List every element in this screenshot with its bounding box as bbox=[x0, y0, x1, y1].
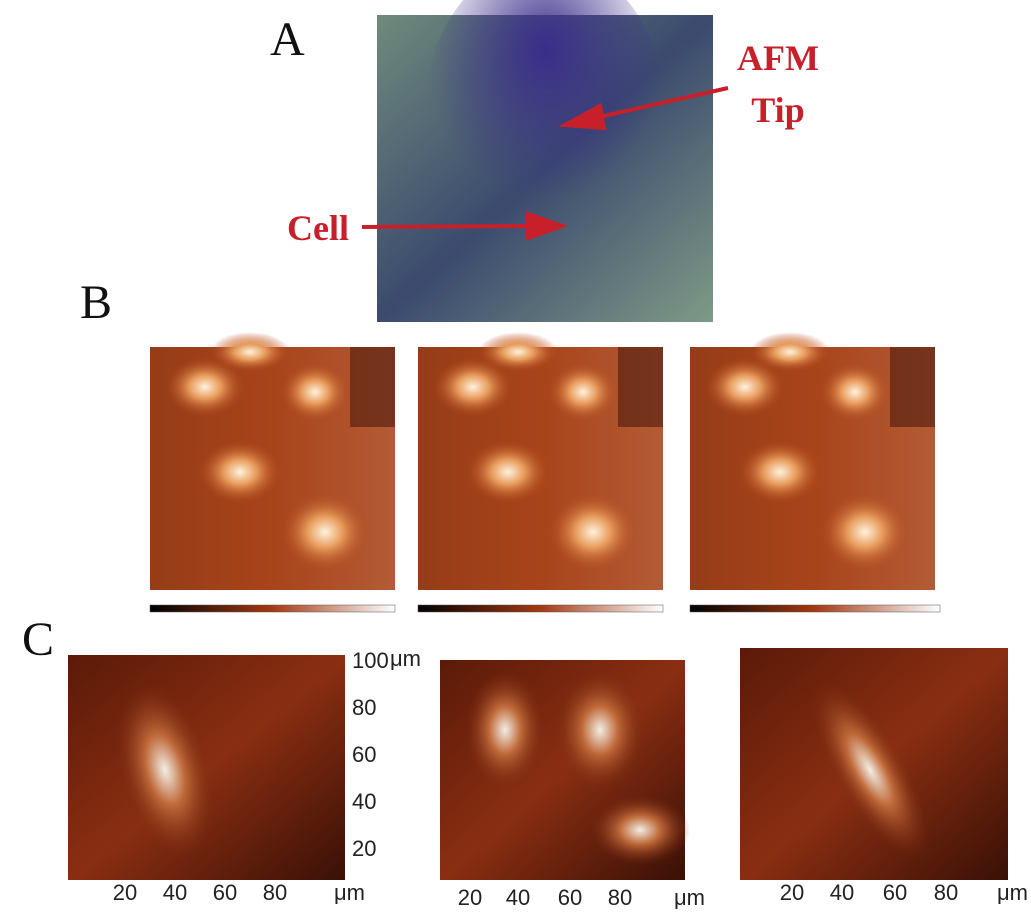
figure: A AFM Tip Cell B C 20406080μm10080604020… bbox=[0, 0, 1031, 917]
y-unit: μm bbox=[390, 646, 421, 671]
x-unit: μm bbox=[674, 885, 705, 910]
x-tick-label: 20 bbox=[458, 885, 482, 910]
x-tick-label: 60 bbox=[213, 880, 237, 905]
surface-plots bbox=[68, 648, 1008, 880]
y-tick-label: 20 bbox=[352, 836, 376, 861]
panel-label: A bbox=[270, 13, 305, 66]
x-tick-label: 20 bbox=[113, 880, 137, 905]
x-unit: μm bbox=[334, 880, 365, 905]
y-tick-label: 60 bbox=[352, 742, 376, 767]
afm-images bbox=[150, 332, 940, 612]
annotation: AFM bbox=[737, 38, 819, 78]
x-tick-label: 60 bbox=[558, 885, 582, 910]
panel-label: B bbox=[80, 276, 112, 329]
x-tick-label: 80 bbox=[934, 880, 958, 905]
y-tick-label: 40 bbox=[352, 789, 376, 814]
annotation: Cell bbox=[287, 208, 349, 248]
x-tick-label: 40 bbox=[163, 880, 187, 905]
y-tick-label: 80 bbox=[352, 695, 376, 720]
x-tick-label: 80 bbox=[608, 885, 632, 910]
x-tick-label: 60 bbox=[883, 880, 907, 905]
x-tick-label: 20 bbox=[780, 880, 804, 905]
x-tick-label: 80 bbox=[263, 880, 287, 905]
y-tick-label: 100 bbox=[352, 648, 389, 673]
x-tick-label: 40 bbox=[506, 885, 530, 910]
x-unit: μm bbox=[997, 880, 1028, 905]
annotation: Tip bbox=[751, 90, 804, 130]
x-tick-label: 40 bbox=[830, 880, 854, 905]
panel-label: C bbox=[22, 613, 54, 666]
